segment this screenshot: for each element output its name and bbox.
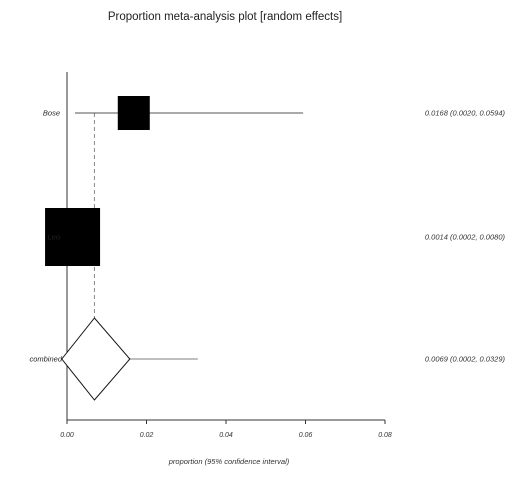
study-rows: Bose 0.0168 (0.0020, 0.0594) Leo 0.0014 (0.… <box>43 96 506 266</box>
combined-row: combined 0.0069 (0.0002, 0.0329) <box>29 317 506 401</box>
x-tick-label: 0.06 <box>299 432 313 439</box>
x-tick-label: 0.08 <box>378 432 392 439</box>
study-ci-text: 0.0014 (0.0002, 0.0080) <box>425 233 506 242</box>
x-axis-label: proportion (95% confidence interval) <box>168 457 290 466</box>
study-row: Bose 0.0168 (0.0020, 0.0594) <box>43 96 506 130</box>
study-label: Bose <box>43 109 60 118</box>
study-weight-box <box>117 96 150 130</box>
x-tick-label: 0.02 <box>140 432 154 439</box>
combined-diamond <box>61 317 131 401</box>
chart-title: Proportion meta-analysis plot [random ef… <box>108 11 342 23</box>
study-ci-text: 0.0168 (0.0020, 0.0594) <box>425 109 506 118</box>
x-tick-label: 0.00 <box>60 432 74 439</box>
axes: 0.00 0.02 0.04 0.06 0.08 <box>60 72 392 439</box>
combined-label: combined <box>29 355 62 364</box>
study-label: Leo <box>47 233 60 242</box>
study-weight-box <box>45 208 101 266</box>
x-tick-label: 0.04 <box>219 432 233 439</box>
study-row: Leo 0.0014 (0.0002, 0.0080) <box>45 208 505 266</box>
combined-ci-text: 0.0069 (0.0002, 0.0329) <box>425 355 506 364</box>
